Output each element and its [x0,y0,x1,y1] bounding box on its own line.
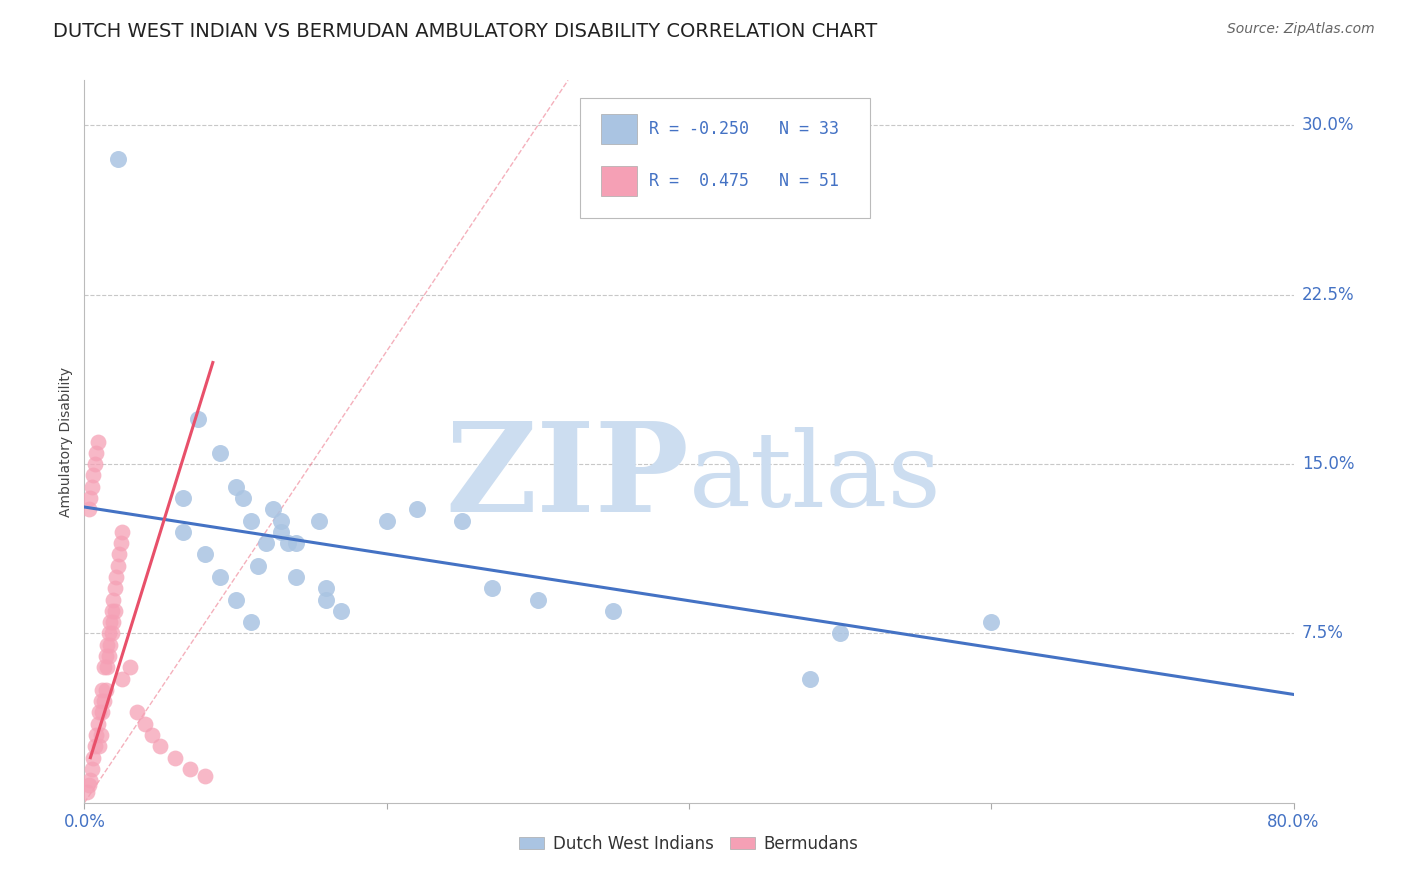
Point [89,739,111,754]
Point [179,762,201,776]
Point [277,536,299,550]
Bar [600,113,637,144]
Text: atlas: atlas [689,426,942,529]
Point [187,412,209,426]
Point [101,592,124,607]
Point [91,706,114,720]
Text: R =  0.475   N = 51: R = 0.475 N = 51 [650,172,839,190]
Point [76,784,98,798]
Point [149,739,172,754]
Point [93,660,115,674]
Point [93,694,115,708]
Point [315,582,337,596]
Point [165,750,187,764]
Point [980,615,1002,630]
Point [308,514,330,528]
Point [194,548,217,562]
Point [104,604,127,618]
Point [89,706,111,720]
Point [330,604,353,618]
Point [107,558,129,573]
Point [194,769,217,783]
Point [98,615,121,630]
Point [270,524,292,539]
Point [239,514,262,528]
Point [94,682,117,697]
Point [90,694,112,708]
Text: 30.0%: 30.0% [1302,117,1354,135]
Text: DUTCH WEST INDIAN VS BERMUDAN AMBULATORY DISABILITY CORRELATION CHART: DUTCH WEST INDIAN VS BERMUDAN AMBULATORY… [53,22,877,41]
Point [87,716,110,731]
Point [225,480,247,494]
Point [225,592,247,607]
Point [110,536,132,550]
Point [141,728,163,742]
Point [80,762,103,776]
Point [406,502,429,516]
Point [91,682,114,697]
Text: Source: ZipAtlas.com: Source: ZipAtlas.com [1227,22,1375,37]
Bar [600,166,637,196]
Point [111,672,134,686]
Point [104,582,127,596]
Point [134,716,156,731]
Point [84,457,107,471]
Point [830,626,852,640]
Point [209,446,232,460]
Point [239,615,262,630]
Point [315,592,337,607]
Point [172,491,194,505]
Text: 15.0%: 15.0% [1302,455,1354,473]
FancyBboxPatch shape [581,98,870,218]
Text: 7.5%: 7.5% [1302,624,1344,642]
Point [82,750,104,764]
Point [107,153,129,167]
Point [96,660,118,674]
Point [96,638,118,652]
Point [270,514,292,528]
Point [97,648,120,663]
Point [285,536,308,550]
Point [101,615,124,630]
Point [86,728,108,742]
Point [98,638,121,652]
Point [97,626,120,640]
Point [77,778,100,792]
Point [602,604,624,618]
Point [100,604,122,618]
Y-axis label: Ambulatory Disability: Ambulatory Disability [59,367,73,516]
Legend: Dutch West Indians, Bermudans: Dutch West Indians, Bermudans [513,828,865,860]
Point [79,491,101,505]
Point [79,773,101,788]
Point [118,660,141,674]
Point [209,570,232,584]
Point [100,626,122,640]
Point [87,434,110,449]
Point [90,728,112,742]
Point [451,514,474,528]
Point [285,570,308,584]
Point [254,536,277,550]
Text: R = -0.250   N = 33: R = -0.250 N = 33 [650,120,839,137]
Point [127,706,149,720]
Point [481,582,503,596]
Point [94,648,117,663]
Point [80,480,103,494]
Point [105,570,128,584]
Point [232,491,254,505]
Point [262,502,284,516]
Point [111,524,134,539]
Point [527,592,550,607]
Point [86,446,108,460]
Point [77,502,100,516]
Point [82,468,104,483]
Text: ZIP: ZIP [446,417,689,538]
Text: 22.5%: 22.5% [1302,285,1354,304]
Point [799,672,821,686]
Point [84,739,107,754]
Point [375,514,398,528]
Point [172,524,194,539]
Point [108,548,131,562]
Point [247,558,270,573]
